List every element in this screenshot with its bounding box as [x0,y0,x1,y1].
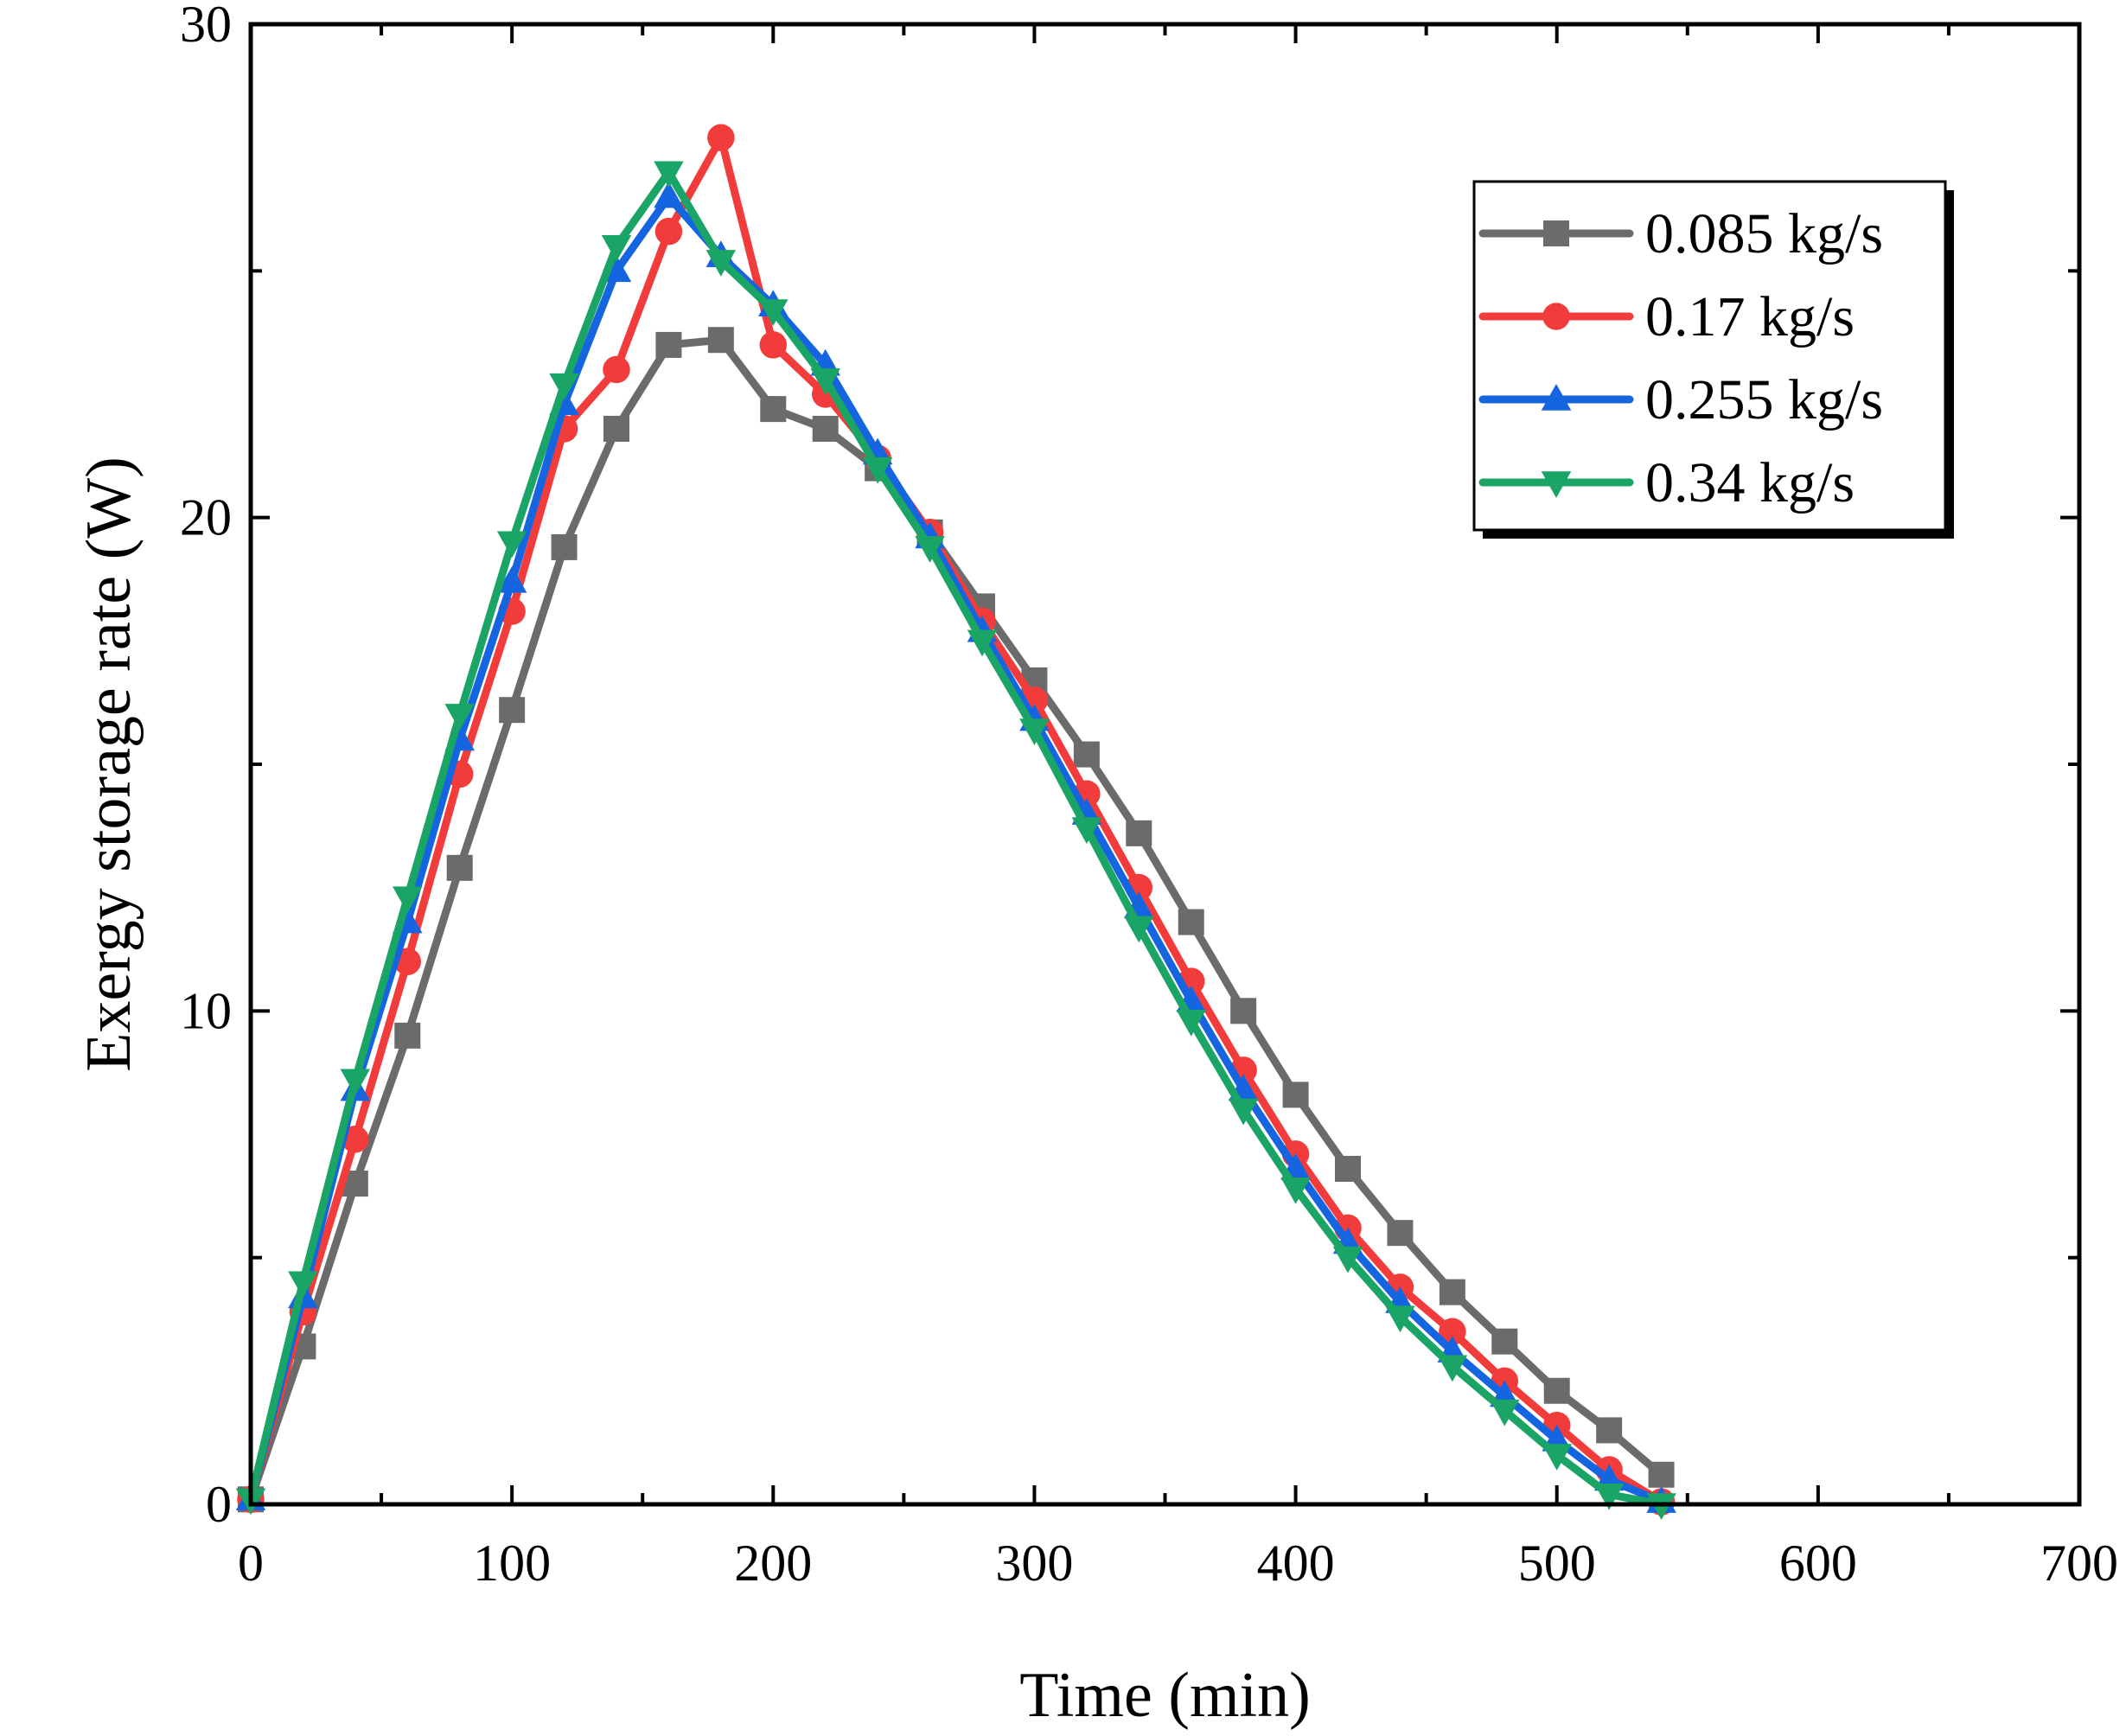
data-point [1228,1098,1259,1126]
x-axis-title: Time (min) [1019,1660,1310,1731]
y-tick-label: 30 [180,0,232,53]
data-point [915,536,945,563]
data-point [1490,1399,1520,1426]
data-point [967,629,998,657]
data-point [1543,1377,1570,1404]
data-point [1230,998,1257,1024]
data-point [759,331,788,359]
data-point [444,704,475,731]
x-tick-label: 500 [1518,1535,1596,1592]
series-0-34-kg-s [235,161,1676,1520]
legend-label: 0.085 kg/s [1645,202,1883,265]
data-point [1596,1417,1623,1444]
series-line [246,168,1666,1509]
data-point [810,368,840,395]
data-point [1439,1318,1466,1346]
data-point [1335,1155,1361,1182]
legend-marker [1543,220,1569,246]
data-point [603,355,630,384]
data-point [1280,1178,1311,1204]
series-line [246,193,1666,1506]
legend-label: 0.17 kg/s [1645,285,1855,348]
x-tick-label: 0 [238,1535,264,1592]
data-point [705,250,737,277]
legend-entries: 0.085 kg/s 0.17 kg/s 0.255 kg/s 0.34 kg/s [1478,202,1883,514]
data-point [394,1022,421,1049]
y-axis-title: Exergy storage rate (W) [73,456,144,1072]
data-point [1071,817,1102,845]
data-point [1437,1355,1468,1382]
data-point [288,1271,318,1299]
data-point [499,697,526,724]
tick-labels-layer: 0 100 200 300 400 500 600 700 0 10 20 30 [180,0,2118,1592]
data-point [862,456,893,484]
x-tick-label: 700 [2040,1535,2118,1592]
legend-entry: 0.085 kg/s [1478,202,1883,265]
legend-marker [1542,303,1570,330]
x-tick-label: 400 [1257,1535,1335,1592]
data-point [707,124,735,152]
x-tick-label: 300 [995,1535,1073,1592]
series-0-255-kg-s [235,181,1676,1513]
data-point [1491,1328,1518,1355]
data-point [393,886,423,914]
data-point [654,217,683,246]
x-tick-label: 600 [1779,1535,1857,1592]
data-point [654,161,684,188]
data-point [446,854,473,881]
data-point [758,299,788,326]
x-tick-label: 200 [734,1535,812,1592]
y-tick-label: 20 [180,489,232,546]
data-point [1542,1444,1572,1471]
data-point [655,331,682,358]
legend-entry: 0.255 kg/s [1478,368,1883,431]
data-point [1073,741,1100,768]
series-0-17-kg-s [237,124,1676,1516]
data-point [812,415,839,442]
legend-label: 0.34 kg/s [1645,451,1855,514]
data-point [1019,718,1050,746]
ticks-layer [249,22,2081,1506]
y-tick-label: 0 [206,1476,232,1533]
data-point [603,415,629,442]
legend-entry: 0.17 kg/s [1478,285,1855,348]
data-point [549,373,579,400]
data-point [1439,1279,1465,1305]
data-point [654,181,684,208]
data-point [1176,1009,1206,1037]
legend-marker [1541,384,1572,411]
legend: 0.085 kg/s 0.17 kg/s 0.255 kg/s 0.34 kg/s [1472,180,1954,539]
legend-marker [1541,471,1572,498]
data-point [1332,1246,1363,1273]
data-point [760,396,787,423]
data-point [1124,916,1154,943]
data-point [1385,1305,1415,1333]
data-point [551,533,578,560]
data-point [340,1069,371,1096]
data-point [496,565,527,593]
data-point [1178,909,1204,935]
data-point [1646,1493,1676,1520]
data-point [1387,1220,1414,1247]
data-point [1282,1082,1309,1108]
data-point [1648,1461,1675,1488]
legend-label: 0.255 kg/s [1645,368,1883,431]
data-point [601,235,632,262]
data-point [1593,1483,1625,1510]
data-point [707,327,734,354]
legend-entry: 0.34 kg/s [1478,451,1855,514]
data-point [1126,820,1152,846]
y-tick-label: 10 [180,982,232,1039]
data-point [496,531,527,558]
series-layer [235,124,1676,1520]
x-tick-label: 100 [473,1535,551,1592]
